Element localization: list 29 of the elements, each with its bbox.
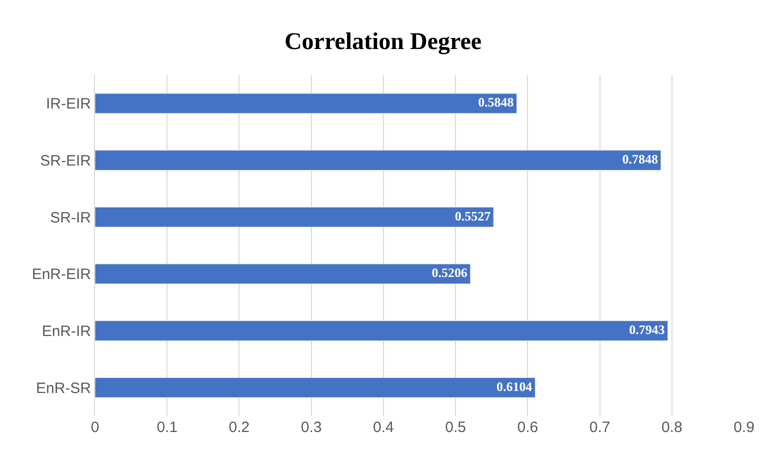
x-tick-label: 0.2: [228, 419, 250, 436]
y-tick-label: EnR-IR: [42, 323, 92, 340]
x-tick-label: 0: [90, 419, 100, 436]
x-tick-label: 0.3: [300, 419, 322, 436]
x-tick-label: 0.6: [517, 419, 538, 436]
y-tick-label: EnR-SR: [36, 380, 92, 397]
y-tick-label: EnR-EIR: [32, 266, 92, 284]
x-tick-label: 0.7: [589, 419, 610, 436]
x-tick-label: 0.1: [156, 419, 178, 436]
data-label: 0.5527: [454, 208, 492, 224]
bar: [95, 206, 494, 228]
y-tick-label: SR-IR: [50, 209, 92, 226]
chart-title: Correlation Degree: [284, 29, 482, 56]
data-label: 0.5206: [432, 265, 468, 280]
x-tick-label: 0.9: [734, 419, 754, 436]
x-tick-label: 0.8: [661, 419, 682, 436]
data-label: 0.7943: [629, 322, 666, 337]
bar: [95, 150, 662, 170]
bar: [95, 320, 668, 341]
data-label: 0.5848: [478, 94, 514, 110]
bar: [95, 93, 517, 114]
x-tick-label: 0.4: [373, 419, 394, 436]
bar: [95, 377, 536, 398]
bar: [95, 264, 471, 284]
y-tick-label: SR-EIR: [40, 152, 92, 170]
data-label: 0.7848: [622, 151, 658, 166]
y-tick-label: IR-EIR: [46, 96, 92, 113]
data-label: 0.6104: [496, 378, 533, 394]
x-tick-label: 0.5: [445, 419, 466, 436]
